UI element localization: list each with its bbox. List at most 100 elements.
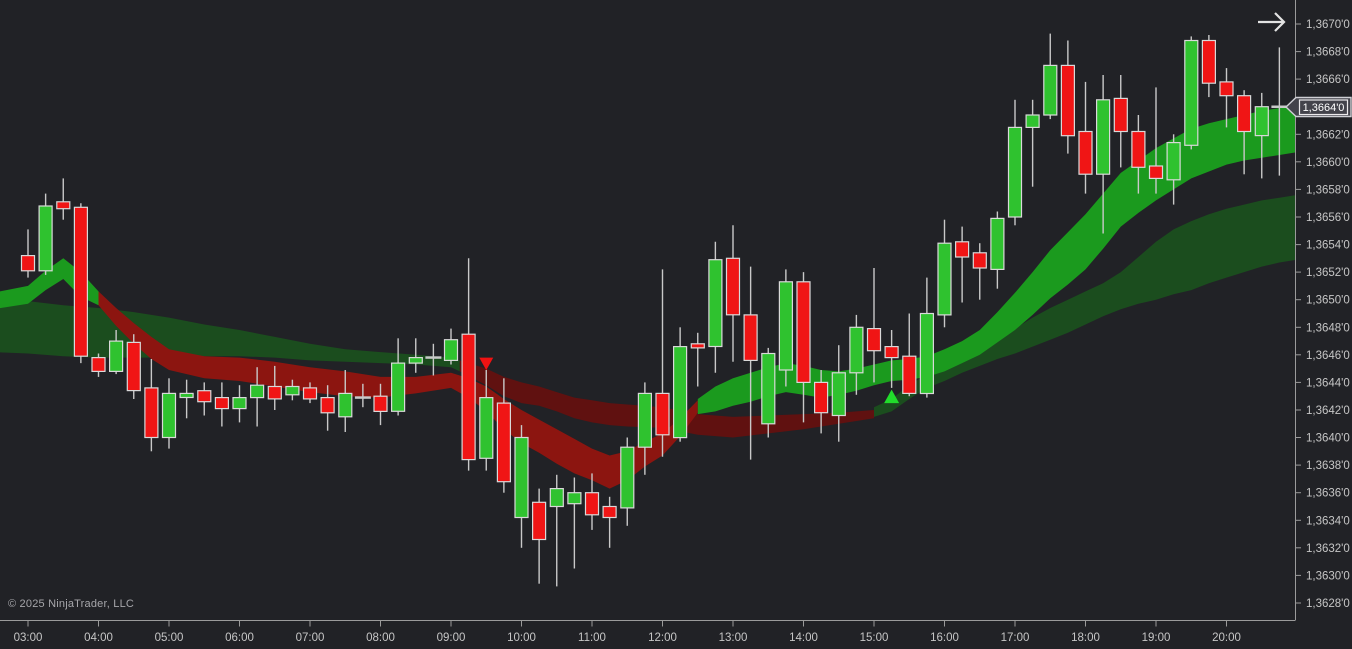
time-tick-label: 04:00 <box>84 632 113 644</box>
candle-up <box>479 397 494 459</box>
candle-up <box>1095 99 1111 175</box>
price-axis[interactable]: 1,3670'0 1,3668'0 1,3666'0 1,3664'0 1,3662'0… <box>1295 19 1350 610</box>
candle-down <box>214 397 229 410</box>
time-tick-label: 09:00 <box>437 632 466 644</box>
current-price-tag: 1,3664'0 <box>1284 96 1352 118</box>
candle-up <box>179 392 194 399</box>
time-tick-label: 13:00 <box>719 632 748 644</box>
time-tick-label: 14:00 <box>789 632 818 644</box>
price-tick-label: 1,3652'0 <box>1306 267 1350 279</box>
go-to-latest-button[interactable] <box>1252 6 1292 38</box>
candle-up <box>937 242 952 316</box>
price-tag-shape <box>1284 96 1352 118</box>
sell-signal-icon <box>479 357 494 371</box>
candle-down <box>1148 165 1164 179</box>
price-tick-label: 1,3638'0 <box>1306 460 1350 472</box>
time-tick-label: 16:00 <box>930 632 959 644</box>
candle-up <box>567 492 582 505</box>
price-tick-label: 1,3632'0 <box>1306 543 1350 555</box>
candle-down <box>725 257 741 316</box>
candle-down <box>56 201 71 210</box>
candle-down <box>1131 130 1146 168</box>
candle-down <box>902 355 917 395</box>
candle-down <box>144 387 159 439</box>
time-tick-label: 19:00 <box>1142 632 1171 644</box>
price-tick-label: 1,3670'0 <box>1306 19 1350 31</box>
arrow-right-icon <box>1258 12 1286 32</box>
copyright-label: © 2025 NinjaTrader, LLC <box>8 598 135 610</box>
time-tick-label: 03:00 <box>14 632 43 644</box>
candle-up <box>391 362 406 412</box>
price-tag-inner-box <box>1298 99 1349 116</box>
price-tick-label: 1,3668'0 <box>1306 47 1350 59</box>
time-tick-label: 08:00 <box>366 632 395 644</box>
candle-up <box>1184 39 1199 146</box>
candle-down <box>20 255 36 272</box>
candle-up <box>1025 114 1040 128</box>
candle-up <box>443 339 459 362</box>
time-tick-label: 18:00 <box>1071 632 1100 644</box>
candle-down <box>690 343 705 349</box>
candle-up <box>1007 126 1023 218</box>
candle-up <box>161 392 177 439</box>
candle-doji-dash <box>1271 105 1288 108</box>
price-tick-label: 1,3646'0 <box>1306 350 1350 362</box>
price-tick-label: 1,3642'0 <box>1306 405 1350 417</box>
candle-down <box>743 314 758 361</box>
candle-down <box>655 392 670 436</box>
price-tick-label: 1,3654'0 <box>1306 240 1350 252</box>
price-tick-label: 1,3648'0 <box>1306 322 1350 334</box>
candle-down <box>496 402 511 483</box>
candle-down <box>584 492 600 516</box>
candle-down <box>1236 95 1252 133</box>
candle-down <box>866 328 882 352</box>
candle-down <box>461 333 476 461</box>
candle-up <box>778 281 794 371</box>
candle-up <box>620 446 635 509</box>
candle-up <box>38 205 53 272</box>
time-tick-label: 12:00 <box>648 632 677 644</box>
candle-down <box>302 387 318 400</box>
price-tick-label: 1,3660'0 <box>1306 157 1350 169</box>
candle-down <box>1113 97 1128 133</box>
time-tick-label: 05:00 <box>155 632 184 644</box>
candle-down <box>91 357 106 373</box>
price-tick-label: 1,3662'0 <box>1306 129 1350 141</box>
buy-signal-icon <box>884 389 900 404</box>
candle-down <box>1060 64 1076 137</box>
candle-down <box>267 385 282 400</box>
candle-up <box>672 346 688 439</box>
time-tick-label: 15:00 <box>860 632 889 644</box>
time-tick-label: 06:00 <box>225 632 254 644</box>
price-tick-label: 1,3636'0 <box>1306 488 1350 500</box>
candle-down <box>602 505 617 519</box>
candle-down <box>126 341 141 392</box>
price-tick-label: 1,3666'0 <box>1306 74 1350 86</box>
candle-down <box>1078 130 1093 175</box>
time-tick-label: 17:00 <box>1001 632 1030 644</box>
fast-band-up <box>697 105 1295 415</box>
slow-band-up <box>874 195 1295 417</box>
candle-down <box>1201 39 1217 84</box>
price-tick-label: 1,3658'0 <box>1306 184 1350 196</box>
candle-down <box>1219 81 1234 97</box>
candle-up <box>408 357 423 364</box>
price-tick-label: 1,3630'0 <box>1306 570 1350 582</box>
current-price-label: 1,3664'0 <box>1303 102 1345 114</box>
candle-down <box>954 241 970 258</box>
time-axis[interactable]: 03:00 04:00 05:00 06:00 07:00 08:00 09:00 10:00… <box>14 620 1241 645</box>
price-tick-label: 1,3628'0 <box>1306 598 1350 610</box>
price-tick-label: 1,3656'0 <box>1306 212 1350 224</box>
candle-down <box>320 397 335 414</box>
candle-up <box>849 326 864 374</box>
candle-up <box>285 385 300 396</box>
candle-up <box>1254 106 1269 137</box>
candle-doji-dash <box>354 396 371 399</box>
candle-up <box>514 436 529 519</box>
price-tick-label: 1,3644'0 <box>1306 377 1350 389</box>
candle-down <box>373 395 388 413</box>
candle-down <box>884 346 899 359</box>
